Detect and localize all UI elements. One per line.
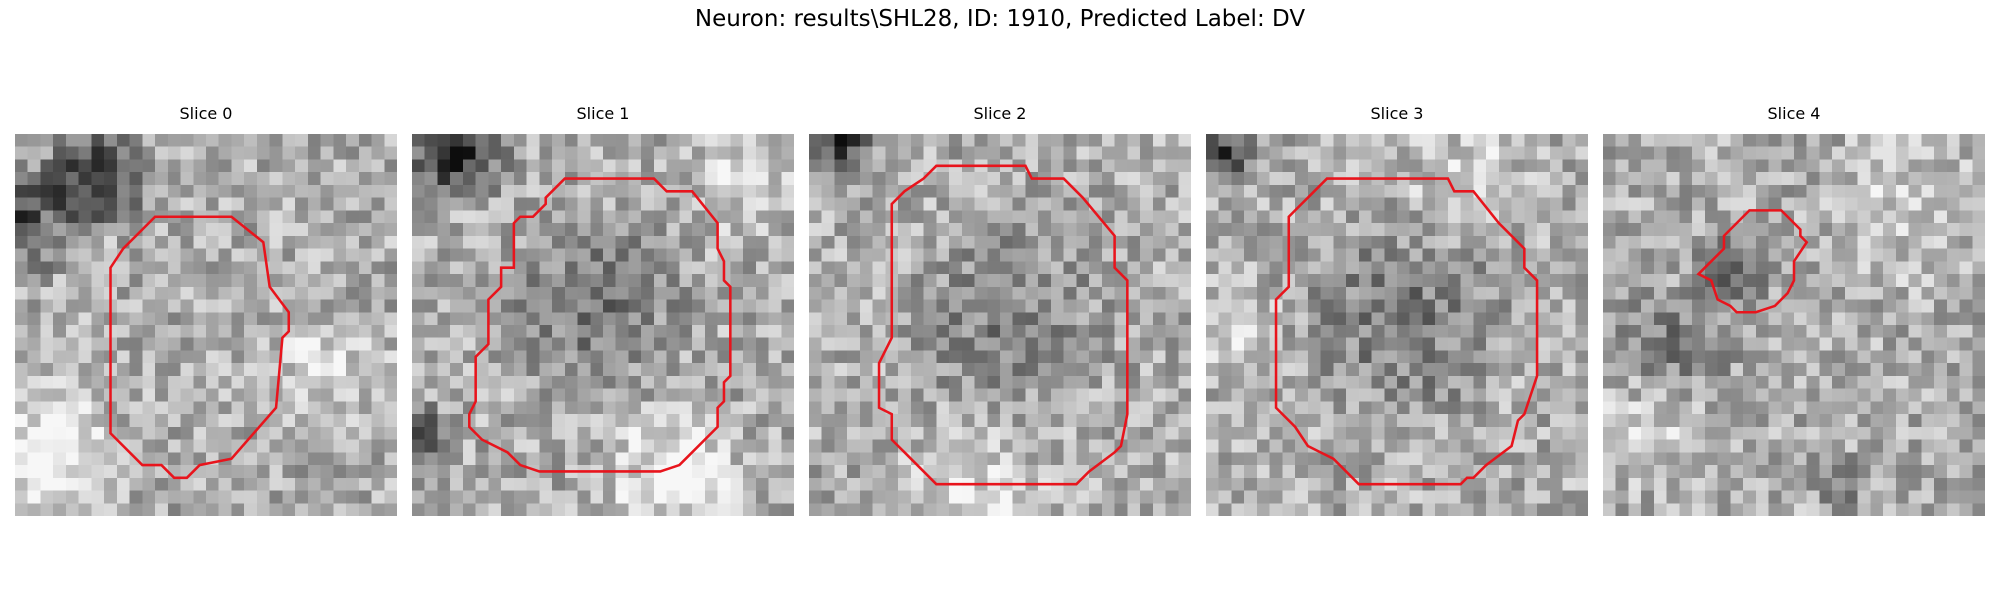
slice-panel-1: Slice 1	[412, 104, 794, 516]
slice-contour-0	[109, 215, 291, 480]
slice-title-3: Slice 3	[1370, 104, 1424, 123]
slice-panel-4: Slice 4	[1603, 104, 1985, 516]
slice-image-0	[15, 134, 397, 516]
slice-contour-4	[1696, 209, 1809, 314]
slice-image-3	[1206, 134, 1588, 516]
slice-panel-3: Slice 3	[1206, 104, 1588, 516]
slice-contour-3	[1274, 177, 1539, 486]
slice-title-1: Slice 1	[576, 104, 630, 123]
slice-panel-0: Slice 0	[15, 104, 397, 516]
slice-title-0: Slice 0	[179, 104, 233, 123]
slice-title-2: Slice 2	[973, 104, 1027, 123]
slice-title-4: Slice 4	[1767, 104, 1821, 123]
figure-title: Neuron: results\SHL28, ID: 1910, Predict…	[694, 6, 1306, 32]
slice-panel-2: Slice 2	[809, 104, 1191, 516]
slice-contour-1	[468, 177, 732, 473]
slice-contour-2	[877, 164, 1129, 486]
slice-image-4	[1603, 134, 1985, 516]
